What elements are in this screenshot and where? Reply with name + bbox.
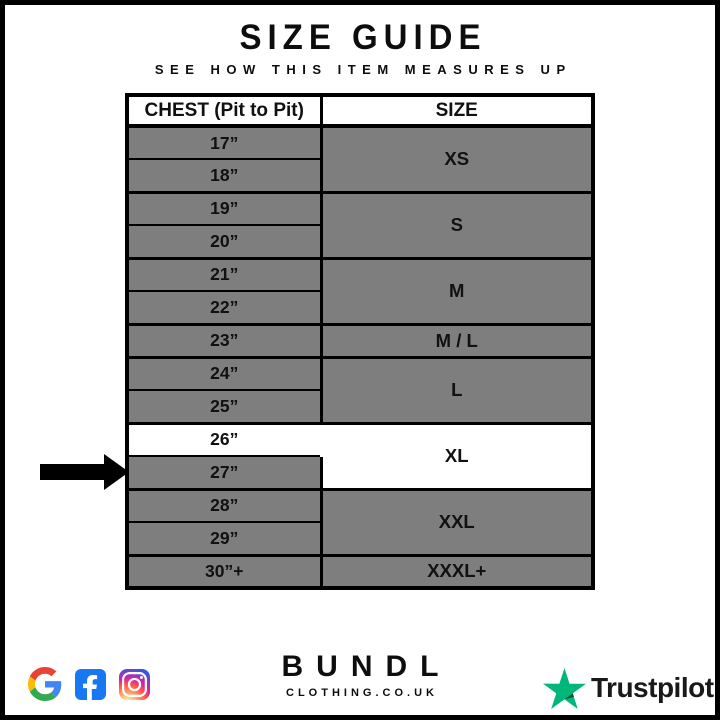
size-cell: XXXL+ <box>321 553 593 588</box>
table-row: 18” <box>127 158 593 192</box>
chest-cell: 26” <box>127 421 323 456</box>
table-row: 26” XL <box>127 421 593 489</box>
brand-domain: CLOTHING.CO.UK <box>286 687 438 699</box>
google-icon <box>28 667 62 701</box>
trustpilot-logo: Trustpilot <box>543 667 714 709</box>
size-table: CHEST (Pit to Pit) SIZE 17” XS 18” 19” S 20” 2… <box>125 93 595 590</box>
chest-cell: 21” <box>127 256 323 291</box>
table-row: 21” M <box>127 256 593 324</box>
table-row: 20” <box>127 224 593 258</box>
social-icons <box>28 667 150 701</box>
chest-cell: 23” <box>127 322 323 357</box>
chest-cell: 28” <box>127 487 323 522</box>
size-cell: M / L <box>321 322 593 357</box>
page-subtitle: SEE HOW THIS ITEM MEASURES UP <box>154 62 572 77</box>
size-cell: S <box>321 190 593 258</box>
chest-cell: 20” <box>127 224 323 258</box>
table-row: 23” M / L <box>127 322 593 357</box>
facebook-icon <box>75 668 106 700</box>
table-row: 30”+ XXXL+ <box>127 553 593 588</box>
size-column-header: SIZE <box>321 95 593 128</box>
size-cell: XL <box>321 421 593 489</box>
chest-cell: 18” <box>127 158 323 192</box>
pointer-arrow-icon <box>40 454 129 490</box>
table-row: 22” <box>127 290 593 324</box>
chest-cell: 27” <box>127 455 323 489</box>
page-title: SIZE GUIDE <box>239 16 487 57</box>
chest-column-header: CHEST (Pit to Pit) <box>127 95 323 128</box>
chest-cell: 29” <box>127 521 323 555</box>
size-cell: XXL <box>321 487 593 555</box>
table-row: 27” <box>127 455 593 489</box>
instagram-icon <box>119 668 150 700</box>
chest-cell: 19” <box>127 190 323 225</box>
chest-cell: 25” <box>127 389 323 423</box>
table-row: 29” <box>127 521 593 555</box>
chest-cell: 24” <box>127 355 323 390</box>
table-row: 24” L <box>127 355 593 423</box>
size-cell: M <box>321 256 593 324</box>
trustpilot-star-icon <box>543 667 586 709</box>
table-row: 28” XXL <box>127 487 593 555</box>
chest-cell: 22” <box>127 290 323 324</box>
table-row: 17” XS <box>127 124 593 192</box>
chest-cell: 30”+ <box>127 553 323 588</box>
size-cell: L <box>321 355 593 423</box>
chest-cell: 17” <box>127 124 323 159</box>
size-cell: XS <box>321 124 593 192</box>
table-row: 25” <box>127 389 593 423</box>
table-row: 19” S <box>127 190 593 258</box>
brand-name: BUNDL <box>281 650 452 683</box>
size-table-header-row: CHEST (Pit to Pit) SIZE <box>127 95 593 128</box>
size-table-body: 17” XS 18” 19” S 20” 21” M 22” 23” M / L 24” L 25” 26”… <box>127 124 593 588</box>
brand-logo: BUNDL CLOTHING.CO.UK <box>5 652 715 699</box>
trustpilot-label: Trustpilot <box>591 672 714 703</box>
